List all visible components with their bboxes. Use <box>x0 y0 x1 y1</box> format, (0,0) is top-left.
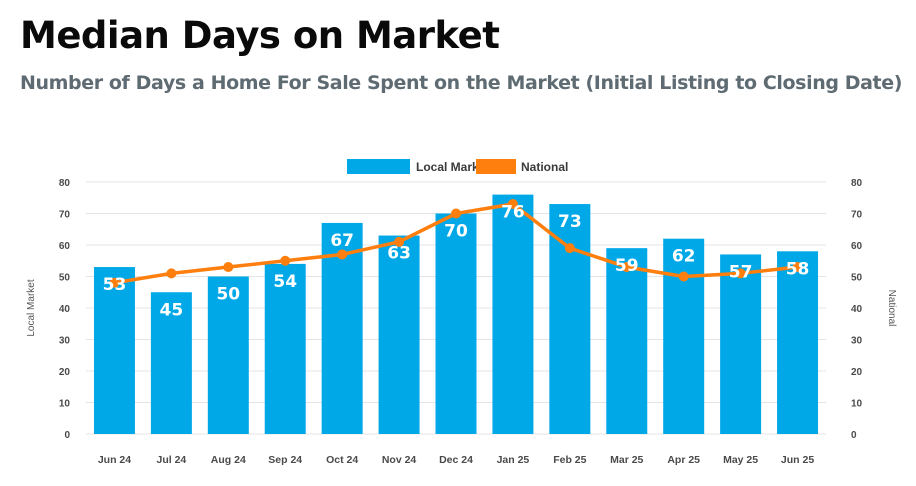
line-point <box>621 262 632 273</box>
bar <box>606 248 648 434</box>
bar <box>207 276 249 434</box>
y2-tick-label: 30 <box>851 336 863 347</box>
bar-value-label: 58 <box>786 259 810 279</box>
y2-tick-label: 40 <box>851 304 863 315</box>
x-tick-label: Jun 25 <box>781 454 814 466</box>
y-axis-right-ticks: 0 10 20 30 40 50 60 70 80 <box>851 178 863 441</box>
line-series-national <box>109 199 803 288</box>
bar <box>93 267 135 434</box>
line-point <box>678 271 689 282</box>
y-tick-label: 0 <box>64 430 70 441</box>
bar <box>150 292 192 434</box>
y-tick-label: 10 <box>59 399 71 410</box>
y-tick-label: 80 <box>59 178 71 189</box>
bar-value-label: 59 <box>615 256 639 276</box>
bar <box>720 254 762 434</box>
y-tick-label: 60 <box>59 241 71 252</box>
x-tick-label: Sep 24 <box>268 454 302 466</box>
bar-value-label: 45 <box>160 300 184 320</box>
x-axis-ticks: Jun 24 Jul 24 Aug 24 Sep 24 Oct 24 Nov 24 Dec … <box>98 454 815 466</box>
x-tick-label: Nov 24 <box>382 454 417 466</box>
x-tick-label: Aug 24 <box>211 454 246 466</box>
bar-value-label: 63 <box>387 244 411 264</box>
y2-tick-label: 50 <box>851 273 863 284</box>
legend-swatch-local-market <box>347 159 410 174</box>
bar <box>435 213 477 434</box>
y2-tick-label: 20 <box>851 367 863 378</box>
y2-tick-label: 0 <box>851 430 857 441</box>
bar-value-label: 50 <box>216 285 240 305</box>
line-point <box>166 268 177 279</box>
bar <box>264 263 306 434</box>
line-point <box>507 199 518 210</box>
y-tick-label: 70 <box>59 210 71 221</box>
bar-value-label: 54 <box>273 272 297 292</box>
line-point <box>394 236 405 247</box>
line-point <box>792 262 803 273</box>
bar <box>549 204 591 434</box>
legend-swatch-national <box>476 159 516 174</box>
bar-value-label: 57 <box>729 262 753 282</box>
line-point <box>564 243 575 254</box>
bar-value-label: 62 <box>672 247 696 267</box>
bar <box>663 238 705 434</box>
bar-value-label: 70 <box>444 222 468 242</box>
x-tick-label: Jul 24 <box>156 454 186 466</box>
y-axis-label: Local Market <box>26 279 37 336</box>
legend: Local Market National <box>347 159 568 174</box>
y2-tick-label: 80 <box>851 178 863 189</box>
line-point <box>451 208 461 219</box>
legend-label-national: National <box>521 160 568 174</box>
line-point <box>337 249 348 260</box>
line-point <box>280 255 291 266</box>
chart-title: Median Days on Market <box>20 14 500 57</box>
line-point <box>223 262 234 273</box>
bar <box>777 251 819 434</box>
y2-tick-label: 70 <box>851 210 863 221</box>
y-tick-label: 40 <box>59 304 71 315</box>
bar <box>492 194 534 434</box>
x-tick-label: Dec 24 <box>439 454 473 466</box>
x-tick-label: Jun 24 <box>98 454 131 466</box>
x-tick-label: Apr 25 <box>667 454 700 466</box>
bar <box>378 235 420 434</box>
bar-value-label: 67 <box>330 231 354 251</box>
x-tick-label: Jan 25 <box>497 454 530 466</box>
legend-label-local-market: Local Market <box>416 160 489 174</box>
x-tick-label: Mar 25 <box>610 454 643 466</box>
line-point <box>109 277 120 288</box>
data-labels: 53 45 50 54 67 63 70 76 73 59 62 57 58 <box>103 203 810 321</box>
y-axis-left-ticks: 0 10 20 30 40 50 60 70 80 <box>59 178 71 441</box>
chart-subtitle: Number of Days a Home For Sale Spent on … <box>20 72 902 94</box>
x-tick-label: May 25 <box>723 454 758 466</box>
x-tick-label: Feb 25 <box>553 454 586 466</box>
y2-tick-label: 10 <box>851 399 863 410</box>
y2-tick-label: 60 <box>851 241 863 252</box>
x-tick-label: Oct 24 <box>326 454 358 466</box>
y-tick-label: 50 <box>59 273 71 284</box>
y2-axis-label: National <box>886 290 897 327</box>
bar-value-label: 53 <box>103 275 127 295</box>
bar-series-local-market <box>93 194 819 434</box>
bar-value-label: 73 <box>558 212 582 232</box>
y-tick-label: 20 <box>59 367 71 378</box>
line-point <box>735 268 746 279</box>
y-tick-label: 30 <box>59 336 71 347</box>
bar-value-label: 76 <box>501 203 525 223</box>
